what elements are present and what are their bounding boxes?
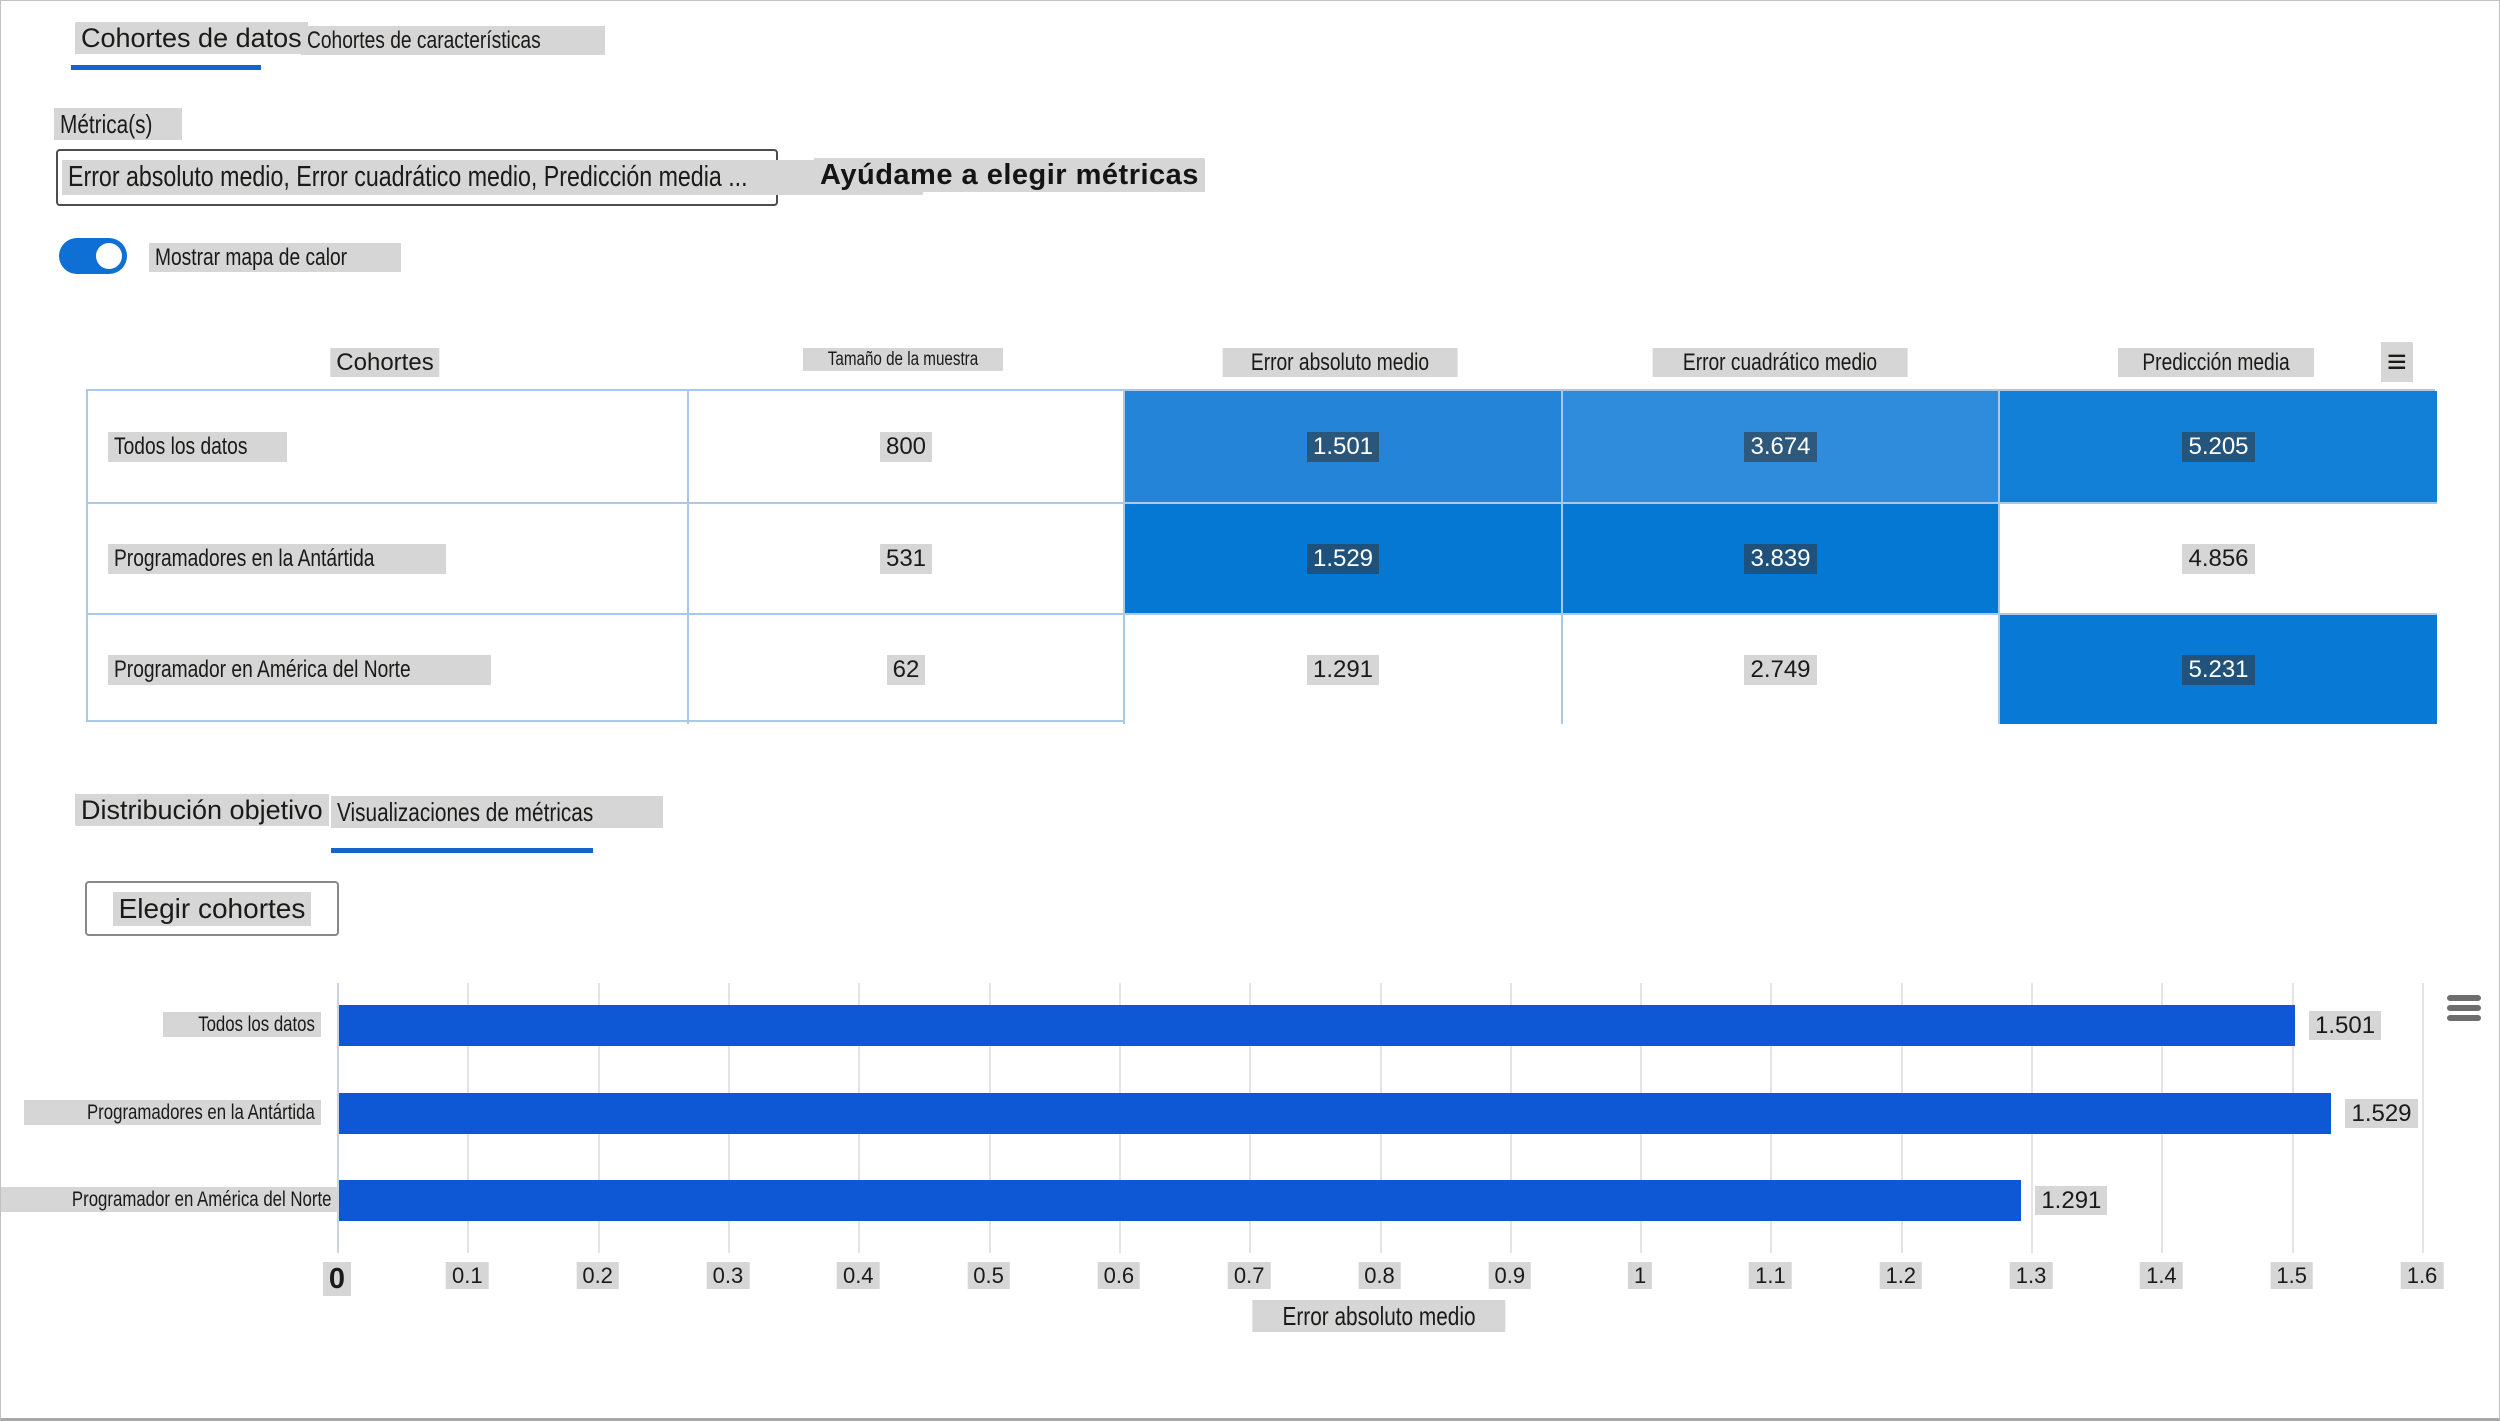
active-viz-tab-underline: [331, 848, 593, 853]
choose-cohorts-button[interactable]: Elegir cohortes: [85, 881, 339, 936]
cohort-name-cell: Todos los datos: [88, 391, 687, 502]
show-heatmap-toggle[interactable]: [59, 238, 127, 274]
sample-size-cell: 800: [687, 391, 1123, 502]
metric-value: 1.529: [1306, 543, 1380, 574]
x-tick-label: 0.6: [1097, 1262, 1141, 1289]
metric-cell-mae[interactable]: 1.529: [1123, 502, 1561, 613]
metrics-field-label: Métrica(s): [54, 108, 182, 140]
toggle-knob: [96, 243, 122, 269]
x-tick-label: 0.5: [967, 1262, 1010, 1289]
sample-size-value: 800: [879, 431, 933, 462]
x-tick-label: 0.2: [576, 1262, 619, 1289]
sample-size-value: 531: [879, 543, 933, 574]
cohort-name-cell: Programadores en la Antártida: [88, 502, 687, 613]
tab-cohortes-de-datos[interactable]: Cohortes de datos: [75, 22, 308, 54]
metrics-dropdown[interactable]: Error absoluto medio, Error cuadrático m…: [56, 149, 945, 206]
chart-menu-icon[interactable]: [2447, 995, 2481, 1025]
x-tick-label: 0.8: [1358, 1262, 1401, 1289]
cohort-name: Programadores en la Antártida: [108, 543, 446, 574]
metric-value: 1.291: [1306, 654, 1380, 685]
x-tick-label: 1.6: [2400, 1262, 2444, 1289]
metric-cell-mse[interactable]: 3.839: [1561, 502, 1998, 613]
cohort-table: Todos los datos 800 1.501 3.674 5.205 Program…: [86, 389, 2437, 724]
y-axis-line: [337, 983, 339, 1253]
metric-cell-mse[interactable]: 2.749: [1561, 613, 1998, 724]
tab-cohortes-de-datos-label: Cohortes de datos: [75, 22, 308, 54]
x-tick-label: 1: [1628, 1262, 1653, 1289]
x-tick-label: 1.4: [2140, 1262, 2183, 1289]
sample-size-value: 62: [886, 654, 926, 685]
column-header-error-absoluto-medio: Error absoluto medio: [1222, 348, 1458, 377]
tab-distribucion-objetivo[interactable]: Distribución objetivo: [75, 794, 329, 826]
x-tick-label: 0.3: [706, 1262, 750, 1289]
gridline: [2422, 983, 2424, 1253]
metric-value: 5.231: [2182, 654, 2255, 685]
show-heatmap-label: Mostrar mapa de calor: [149, 243, 402, 272]
metric-value: 3.674: [1744, 431, 1817, 462]
x-tick-label: 0.4: [836, 1262, 880, 1289]
bar-category-label: Programador en América del Norte: [1, 1187, 338, 1212]
cohort-name: Programador en América del Norte: [108, 654, 491, 685]
tab-visualizaciones-de-metricas[interactable]: Visualizaciones de métricas: [331, 796, 664, 828]
metric-cell-mean-prediction[interactable]: 5.231: [1998, 613, 2437, 724]
sample-size-cell: 531: [687, 502, 1123, 613]
bar-3[interactable]: [339, 1180, 2022, 1221]
column-header-tamano-de-la-muestra: Tamaño de la muestra: [803, 348, 1003, 371]
metric-value: 1.501: [1306, 431, 1380, 462]
bar-value-label: 1.501: [2308, 1011, 2382, 1040]
metric-value: 4.856: [2182, 543, 2255, 574]
table-menu-icon[interactable]: ≡: [2381, 342, 2413, 382]
column-header-error-cuadratico-medio: Error cuadrático medio: [1652, 348, 1908, 377]
bar-1[interactable]: [339, 1005, 2295, 1046]
active-tab-underline: [71, 65, 261, 70]
x-tick-label: 0.7: [1227, 1262, 1271, 1289]
x-tick-label: 1.2: [1879, 1262, 1923, 1289]
column-header-cohortes: Cohortes: [330, 348, 440, 377]
metric-cell-mae[interactable]: 1.501: [1123, 391, 1561, 502]
metric-value: 2.749: [1744, 654, 1817, 685]
metrics-dropdown-value: Error absoluto medio, Error cuadrático m…: [68, 161, 748, 193]
tab-cohortes-de-caracteristicas[interactable]: Cohortes de características: [301, 26, 606, 55]
metric-cell-mean-prediction[interactable]: 4.856: [1998, 502, 2437, 613]
tab-visualizaciones-de-metricas-label: Visualizaciones de métricas: [337, 797, 594, 827]
bar-2[interactable]: [339, 1093, 2332, 1134]
x-tick-label: 1.3: [2009, 1262, 2053, 1289]
bar-category-label: Todos los datos: [1, 1012, 321, 1037]
metric-cell-mean-prediction[interactable]: 5.205: [1998, 391, 2437, 502]
metric-value: 5.205: [2182, 431, 2255, 462]
cohort-name: Todos los datos: [108, 431, 287, 462]
column-header-prediccion-media: Predicción media: [2117, 348, 2315, 377]
x-tick-label: 1.1: [1749, 1262, 1792, 1289]
sample-size-cell: 62: [687, 613, 1123, 724]
bar-category-label: Programadores en la Antártida: [1, 1100, 321, 1125]
x-axis-title: Error absoluto medio: [1252, 1300, 1506, 1332]
metric-value: 3.839: [1744, 543, 1817, 574]
tab-distribucion-objetivo-label: Distribución objetivo: [75, 794, 329, 826]
bar-value-label: 1.291: [2035, 1186, 2108, 1215]
metric-cell-mse[interactable]: 3.674: [1561, 391, 1998, 502]
help-choose-metrics-link[interactable]: Ayúdame a elegir métricas: [814, 158, 1205, 192]
x-tick-label: 0.1: [446, 1262, 489, 1289]
x-tick-label: 0: [322, 1262, 352, 1296]
metric-cell-mae[interactable]: 1.291: [1123, 613, 1561, 724]
x-tick-label: 0.9: [1488, 1262, 1532, 1289]
bar-value-label: 1.529: [2345, 1099, 2418, 1128]
x-tick-label: 1.5: [2270, 1262, 2313, 1289]
tab-cohortes-de-caracteristicas-label: Cohortes de características: [307, 27, 541, 54]
cohort-name-cell: Programador en América del Norte: [88, 613, 687, 724]
